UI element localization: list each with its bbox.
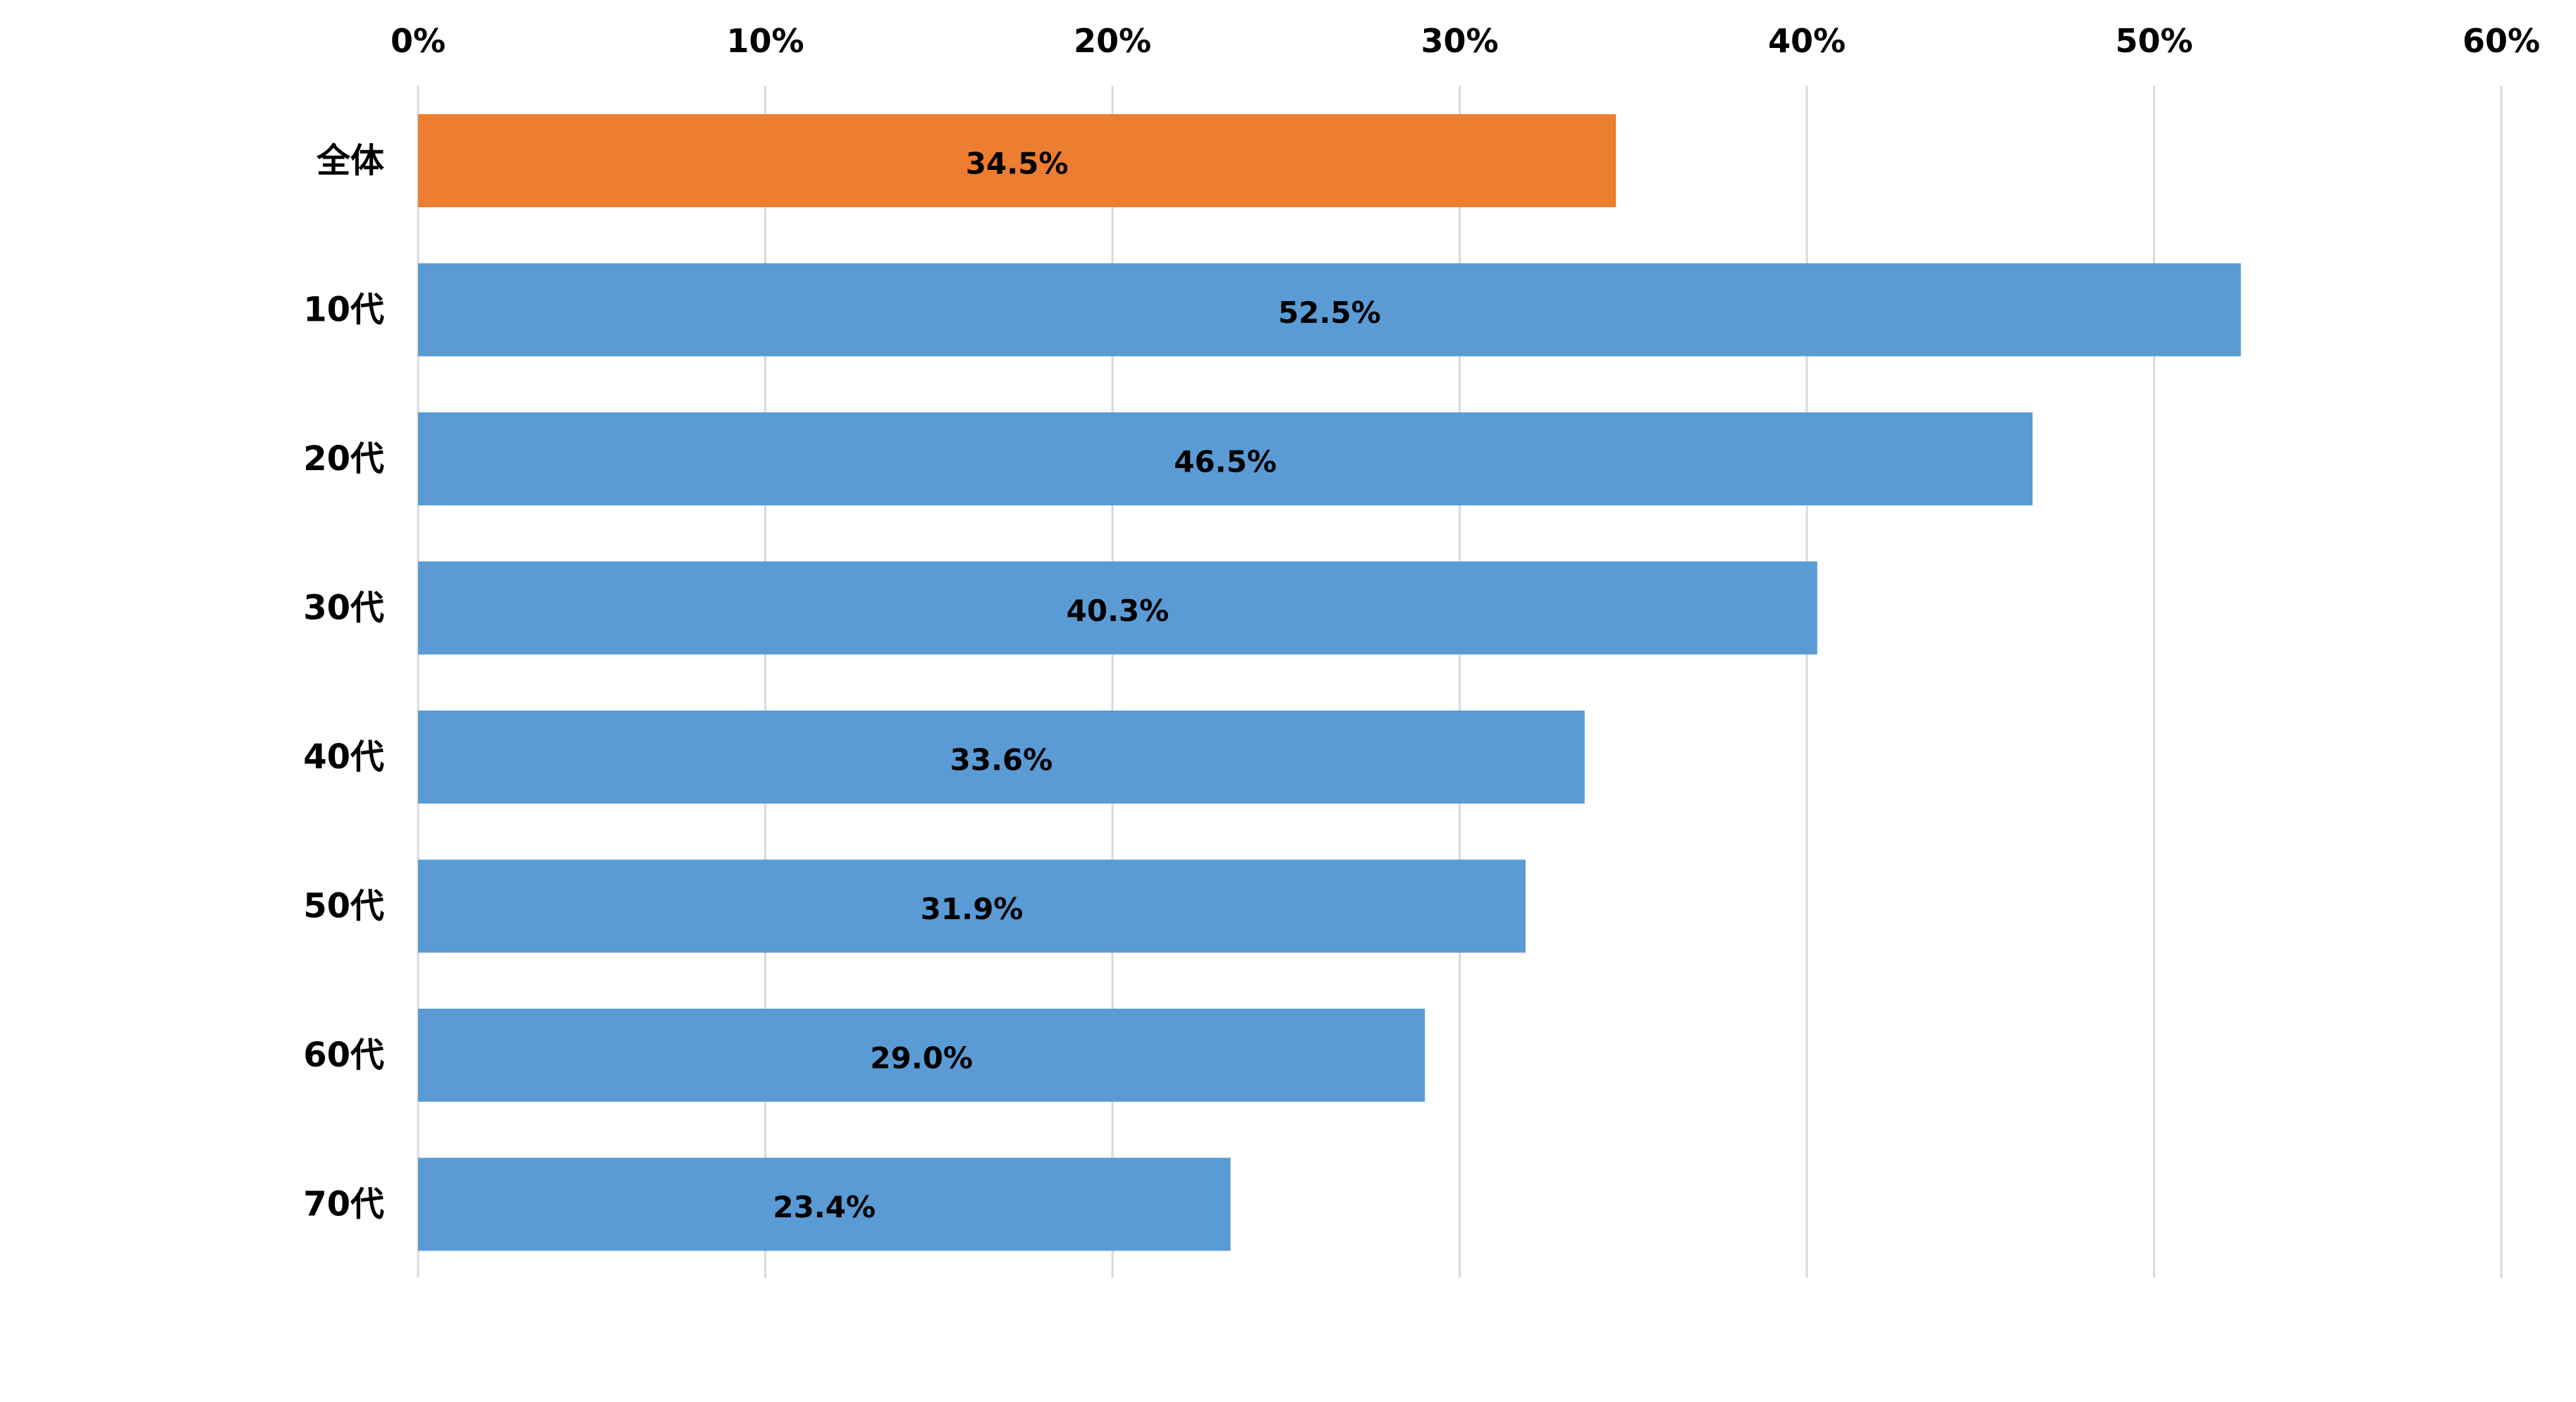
x-tick-label: 0% xyxy=(391,22,446,60)
data-label: 46.5% xyxy=(1174,445,1277,479)
bar xyxy=(418,1157,1231,1251)
bar xyxy=(418,412,2033,505)
category-label: 60代 xyxy=(303,1035,384,1075)
data-label: 34.5% xyxy=(966,147,1069,181)
data-label: 33.6% xyxy=(950,743,1053,777)
bar xyxy=(418,263,2241,357)
bars xyxy=(418,114,2241,1251)
data-labels: 34.5% 52.5% 46.5% 40.3% 33.6% 31.9% 29.0% 23.4% xyxy=(773,147,1380,1225)
x-tick-label: 60% xyxy=(2462,22,2540,60)
x-tick-label: 30% xyxy=(1421,22,1498,60)
category-label: 50代 xyxy=(303,887,384,926)
data-label: 31.9% xyxy=(921,892,1024,926)
data-label: 23.4% xyxy=(773,1190,876,1224)
bar xyxy=(418,114,1617,207)
category-label: 20代 xyxy=(303,439,384,479)
bar xyxy=(418,859,1526,953)
data-label: 52.5% xyxy=(1278,295,1381,330)
category-label: 10代 xyxy=(303,290,384,330)
x-tick-label: 40% xyxy=(1768,22,1846,60)
data-label: 29.0% xyxy=(870,1041,973,1076)
category-label: 全体 xyxy=(316,141,384,180)
category-label: 30代 xyxy=(303,589,384,628)
category-labels: 全体 10代 20代 30代 40代 50代 60代 70代 xyxy=(303,141,384,1224)
category-label: 40代 xyxy=(303,737,384,777)
bar xyxy=(418,1009,1425,1102)
category-label: 70代 xyxy=(303,1185,384,1224)
x-tick-label: 50% xyxy=(2115,22,2192,60)
bar xyxy=(418,561,1817,655)
bar xyxy=(418,711,1585,804)
x-axis-ticks: 0% 10% 20% 30% 40% 50% 60% xyxy=(391,22,2540,60)
x-tick-label: 20% xyxy=(1074,22,1151,60)
x-tick-label: 10% xyxy=(726,22,804,60)
data-label: 40.3% xyxy=(1067,594,1170,628)
